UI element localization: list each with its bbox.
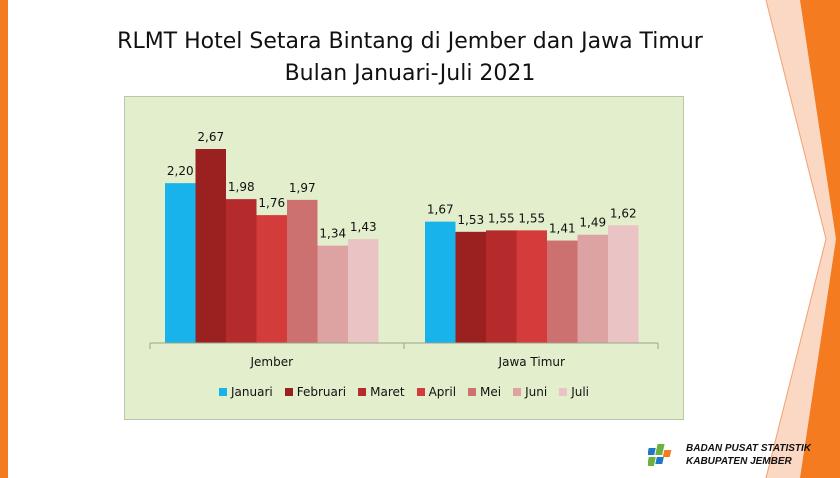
data-label: 1,98 <box>228 180 255 194</box>
data-label: 1,34 <box>319 227 346 241</box>
title-line-1: RLMT Hotel Setara Bintang di Jember dan … <box>117 29 703 54</box>
legend-item-april: April <box>416 385 457 399</box>
legend-swatch <box>513 388 522 396</box>
legend-label: Maret <box>370 385 405 399</box>
bar-jawa-timur-maret <box>486 230 517 343</box>
bps-logo-icon <box>648 444 672 466</box>
bar-jawa-timur-januari <box>425 221 456 343</box>
category-label: Jawa Timur <box>498 355 565 369</box>
chart-area: 2,20 2,67 1,98 1,76 1,97 1,34 1,43 Jember 1,67 1,… <box>124 96 684 420</box>
bps-logo-line-1: BADAN PUSAT STATISTIK <box>686 443 811 454</box>
legend-label: Mei <box>480 385 502 399</box>
legend-swatch <box>416 388 425 396</box>
chart-legend: Januari Februari Maret April Mei Juni Juli <box>125 385 683 399</box>
data-label: 1,55 <box>488 211 515 225</box>
bps-logo-text: BADAN PUSAT STATISTIK KABUPATEN JEMBER <box>686 442 811 468</box>
data-label: 1,49 <box>579 216 606 230</box>
bar-jawa-timur-mei <box>547 240 578 343</box>
right-decoration <box>760 0 840 478</box>
data-label: 1,43 <box>350 220 377 234</box>
legend-swatch <box>559 388 568 396</box>
bar-jember-januari <box>165 183 196 343</box>
legend-swatch <box>218 388 227 396</box>
category-label: Jember <box>249 355 293 369</box>
data-label: 1,62 <box>610 206 637 220</box>
bar-jember-februari <box>195 149 226 343</box>
legend-item-maret: Maret <box>358 385 405 399</box>
left-accent-bar <box>0 0 8 478</box>
legend-swatch <box>468 388 477 396</box>
legend-item-mei: Mei <box>468 385 501 399</box>
bps-logo: BADAN PUSAT STATISTIK KABUPATEN JEMBER <box>648 440 828 472</box>
bps-logo-line-2: KABUPATEN JEMBER <box>686 456 792 467</box>
legend-item-februari: Februari <box>284 385 347 399</box>
data-label: 2,67 <box>197 130 224 144</box>
legend-label: Juni <box>525 385 548 399</box>
bar-jember-maret <box>226 199 257 343</box>
bar-jember-april <box>256 215 287 343</box>
data-label: 1,41 <box>549 222 576 236</box>
title-line-2: Bulan Januari-Juli 2021 <box>284 61 536 86</box>
data-label: 1,67 <box>427 203 454 217</box>
bar-jawa-timur-februari <box>455 231 486 343</box>
legend-item-juni: Juni <box>513 385 547 399</box>
bar-jawa-timur-april <box>516 230 547 343</box>
bar-jember-mei <box>287 199 318 343</box>
legend-label: Juli <box>571 385 590 399</box>
legend-swatch <box>358 388 367 396</box>
data-label: 2,20 <box>167 164 194 178</box>
legend-label: Februari <box>296 385 347 399</box>
bar-jawa-timur-juni <box>577 234 608 343</box>
bar-jember-juni <box>317 245 348 343</box>
legend-swatch <box>284 388 293 396</box>
data-label: 1,76 <box>258 196 285 210</box>
legend-item-juli: Juli <box>559 385 589 399</box>
data-label: 1,53 <box>457 213 484 227</box>
data-label: 1,97 <box>289 181 316 195</box>
legend-label: April <box>428 385 457 399</box>
bar-jember-juli <box>348 239 379 343</box>
legend-label: Januari <box>230 385 273 399</box>
data-label: 1,55 <box>518 211 545 225</box>
bar-chart: 2,202,671,981,761,971,34 1,43Jember1,671,… <box>149 130 659 369</box>
chart-title: RLMT Hotel Setara Bintang di Jember dan … <box>40 26 780 90</box>
bar-jawa-timur-juli <box>608 225 639 343</box>
legend-item-januari: Januari <box>218 385 273 399</box>
